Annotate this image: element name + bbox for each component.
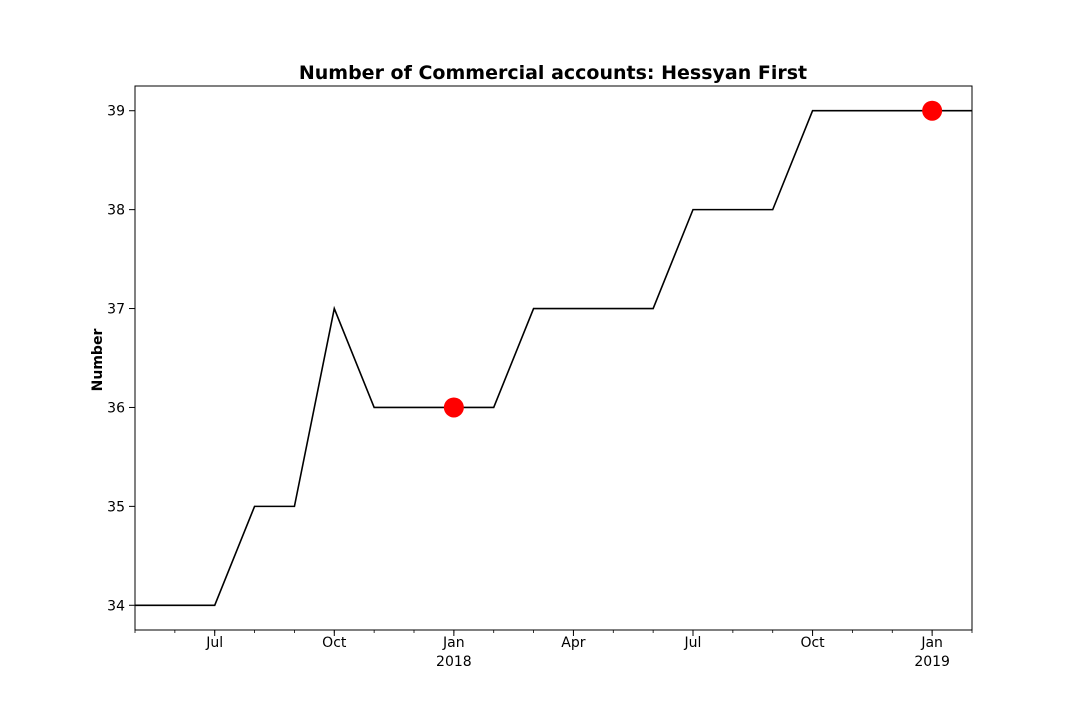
x-tick-label: Apr <box>561 635 585 651</box>
x-tick-label: Oct <box>800 635 825 651</box>
y-tick-label: 36 <box>107 400 125 416</box>
x-tick-label: Jul <box>205 635 223 651</box>
y-tick-label: 39 <box>107 104 125 120</box>
y-tick-label: 34 <box>107 598 125 614</box>
highlight-marker <box>922 100 943 121</box>
x-tick-label: Jan <box>920 635 943 651</box>
x-tick-label: Jan <box>442 635 465 651</box>
plot-area: Jul Oct Jan 2018 Apr Jul Oct Jan 2019 34 35 36 37 38 3… <box>107 85 973 670</box>
y-axis-label: Number <box>90 329 106 392</box>
highlight-marker <box>443 397 464 418</box>
x-tick-year-label: 2019 <box>914 654 950 670</box>
y-tick-label: 38 <box>107 203 125 219</box>
chart-title: Number of Commercial accounts: Hessyan F… <box>299 62 807 84</box>
x-tick-label: Jul <box>684 635 702 651</box>
y-tick-label: 37 <box>107 302 125 318</box>
x-tick-label: Oct <box>322 635 347 651</box>
plot-frame <box>134 85 973 631</box>
x-tick-year-label: 2018 <box>436 654 472 670</box>
y-tick-label: 35 <box>107 499 125 515</box>
series-line <box>135 109 972 607</box>
